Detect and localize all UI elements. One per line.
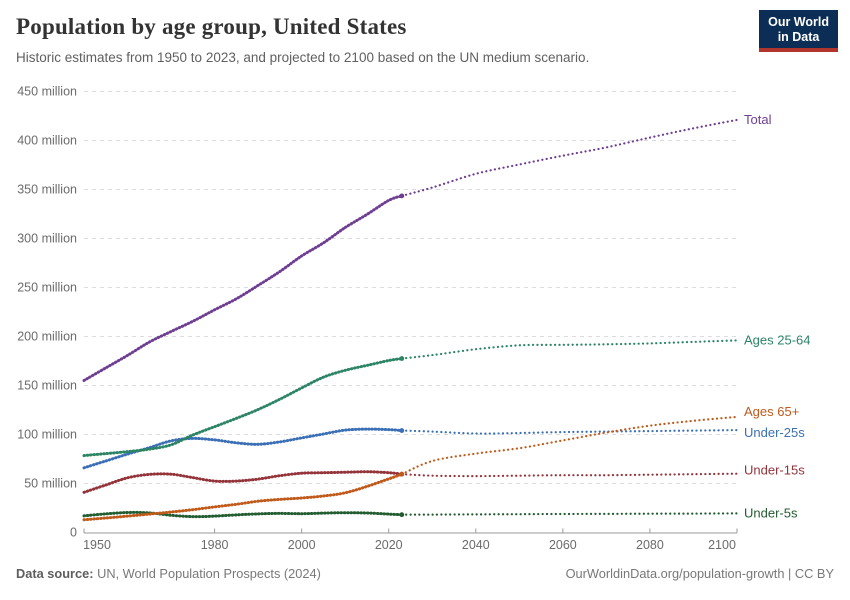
series-ages-25-64: Ages 25-64 bbox=[82, 332, 811, 458]
license-note: OurWorldinData.org/population-growth | C… bbox=[565, 566, 834, 581]
series-total: Total bbox=[82, 112, 772, 383]
x-tick-label-2100: 2100 bbox=[708, 538, 736, 552]
owid-logo: Our World in Data bbox=[759, 10, 838, 52]
x-tick-label-2080: 2080 bbox=[636, 538, 664, 552]
chart-subtitle: Historic estimates from 1950 to 2023, an… bbox=[16, 50, 590, 65]
page-title: Population by age group, United States bbox=[16, 14, 407, 39]
data-source-label: Data source: bbox=[16, 566, 94, 581]
data-source-text: UN, World Population Prospects (2024) bbox=[93, 566, 321, 581]
owid-logo-line1: Our World bbox=[768, 15, 829, 29]
series-ages-65-plus-historic-line bbox=[82, 472, 404, 522]
series-ages-25-64-endpoint-marker bbox=[399, 356, 405, 361]
y-tick-label-0: 0 bbox=[70, 526, 77, 540]
y-tick-label-250: 250 million bbox=[17, 281, 77, 295]
series-label-under-5s: Under-5s bbox=[744, 505, 798, 520]
series-under-15s-historic-line bbox=[82, 470, 404, 494]
series-label-ages-65-plus: Ages 65+ bbox=[744, 404, 799, 419]
y-tick-label-200: 200 million bbox=[17, 330, 77, 344]
series-label-total: Total bbox=[744, 112, 772, 127]
series-under-5s: Under-5s bbox=[82, 505, 798, 520]
series-under-25s-historic-line bbox=[82, 427, 404, 470]
y-tick-label-450: 450 million bbox=[17, 85, 77, 99]
data-source-note: Data source: UN, World Population Prospe… bbox=[16, 566, 321, 581]
series-under-15s: Under-15s bbox=[82, 463, 805, 494]
y-tick-label-400: 400 million bbox=[17, 134, 77, 148]
x-tick-label-2020: 2020 bbox=[375, 538, 403, 552]
x-tick-label-2000: 2000 bbox=[288, 538, 316, 552]
series-total-endpoint-marker bbox=[399, 193, 405, 199]
series-under-25s-projected-line bbox=[400, 429, 739, 435]
series-ages-65-plus-projected-line bbox=[400, 415, 739, 476]
series-under-25s-endpoint-marker bbox=[399, 428, 405, 433]
series-under-25s: Under-25s bbox=[82, 425, 805, 470]
series-ages-25-64-projected-line bbox=[400, 339, 739, 360]
series-under-5s-endpoint-marker bbox=[399, 512, 405, 518]
series-under-15s-projected-line bbox=[400, 472, 739, 478]
series-ages-65-plus: Ages 65+ bbox=[82, 404, 799, 522]
x-tick-label-1950: 1950 bbox=[83, 538, 111, 552]
owid-logo-line2: in Data bbox=[777, 30, 820, 44]
y-tick-label-150: 150 million bbox=[17, 379, 77, 393]
series-total-historic-line bbox=[82, 194, 404, 383]
x-tick-label-2040: 2040 bbox=[462, 538, 490, 552]
x-tick-label-1980: 1980 bbox=[201, 538, 229, 552]
series-under-5s-historic-line bbox=[82, 510, 404, 519]
series-label-ages-25-64: Ages 25-64 bbox=[744, 332, 811, 347]
x-tick-label-2060: 2060 bbox=[549, 538, 577, 552]
y-tick-label-350: 350 million bbox=[17, 183, 77, 197]
series-total-projected-line bbox=[400, 118, 739, 197]
chart-footer: Data source: UN, World Population Prospe… bbox=[0, 566, 850, 581]
series-under-5s-projected-line bbox=[400, 512, 739, 516]
y-tick-label-50: 50 million bbox=[24, 477, 77, 491]
series-ages-65-plus-endpoint-marker bbox=[399, 471, 405, 477]
y-tick-label-100: 100 million bbox=[17, 428, 77, 442]
series-ages-25-64-historic-line bbox=[82, 357, 404, 458]
y-tick-label-300: 300 million bbox=[17, 232, 77, 246]
series-label-under-25s: Under-25s bbox=[744, 425, 805, 440]
series-label-under-15s: Under-15s bbox=[744, 463, 805, 478]
